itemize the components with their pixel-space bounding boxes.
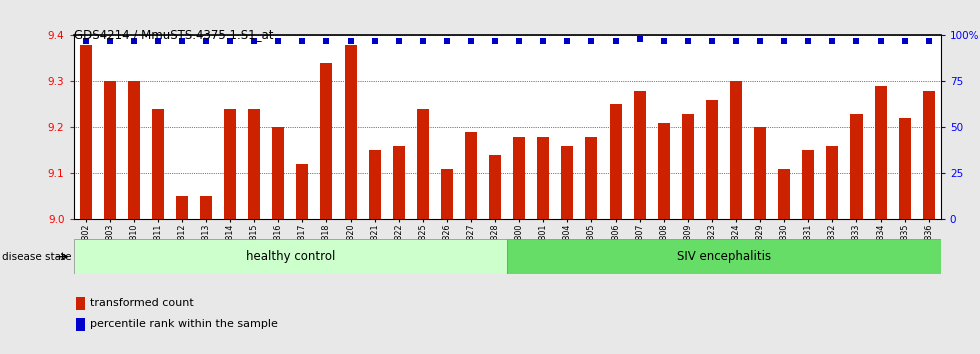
Bar (104, 81, 116, 219)
Bar (272, 127, 284, 219)
Text: percentile rank within the sample: percentile rank within the sample (90, 319, 278, 329)
Bar (175, 196, 188, 219)
Bar (200, 196, 212, 219)
Bar (682, 114, 694, 219)
Bar (706, 100, 718, 219)
Bar (224, 109, 236, 219)
Text: disease state: disease state (2, 252, 72, 262)
Bar (75, 297, 85, 310)
Bar (514, 137, 525, 219)
Text: SIV encephalitis: SIV encephalitis (677, 250, 771, 263)
Bar (320, 63, 332, 219)
Bar (75, 318, 85, 331)
Bar (826, 146, 839, 219)
Bar (754, 127, 766, 219)
Bar (610, 104, 621, 219)
Bar (508, 239, 941, 274)
Bar (730, 81, 742, 219)
Text: GDS4214 / MmuSTS.4375.1.S1_at: GDS4214 / MmuSTS.4375.1.S1_at (74, 28, 273, 41)
Bar (416, 109, 429, 219)
Bar (465, 132, 477, 219)
Bar (778, 169, 790, 219)
Bar (393, 146, 405, 219)
Bar (441, 169, 453, 219)
Bar (368, 150, 380, 219)
Bar (562, 146, 573, 219)
Bar (248, 109, 261, 219)
Bar (489, 155, 501, 219)
Bar (634, 91, 646, 219)
Bar (899, 118, 910, 219)
Bar (851, 114, 862, 219)
Bar (152, 109, 164, 219)
Bar (345, 45, 357, 219)
Bar (874, 86, 887, 219)
Bar (585, 137, 598, 219)
Bar (74, 239, 508, 274)
Text: healthy control: healthy control (246, 250, 335, 263)
Bar (537, 137, 550, 219)
Text: transformed count: transformed count (90, 298, 194, 308)
Bar (803, 150, 814, 219)
Bar (923, 91, 935, 219)
Bar (127, 81, 140, 219)
Bar (658, 123, 669, 219)
Bar (79, 45, 91, 219)
Bar (296, 164, 309, 219)
